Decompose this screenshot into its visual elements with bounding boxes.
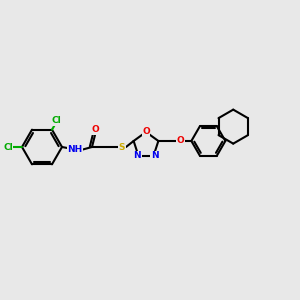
- Text: Cl: Cl: [52, 116, 61, 125]
- Text: O: O: [91, 125, 99, 134]
- Text: N: N: [151, 151, 158, 160]
- Text: S: S: [119, 142, 125, 152]
- Text: O: O: [142, 127, 150, 136]
- Text: O: O: [176, 136, 184, 146]
- Text: N: N: [134, 151, 141, 160]
- Text: NH: NH: [68, 146, 82, 154]
- Text: Cl: Cl: [3, 142, 13, 152]
